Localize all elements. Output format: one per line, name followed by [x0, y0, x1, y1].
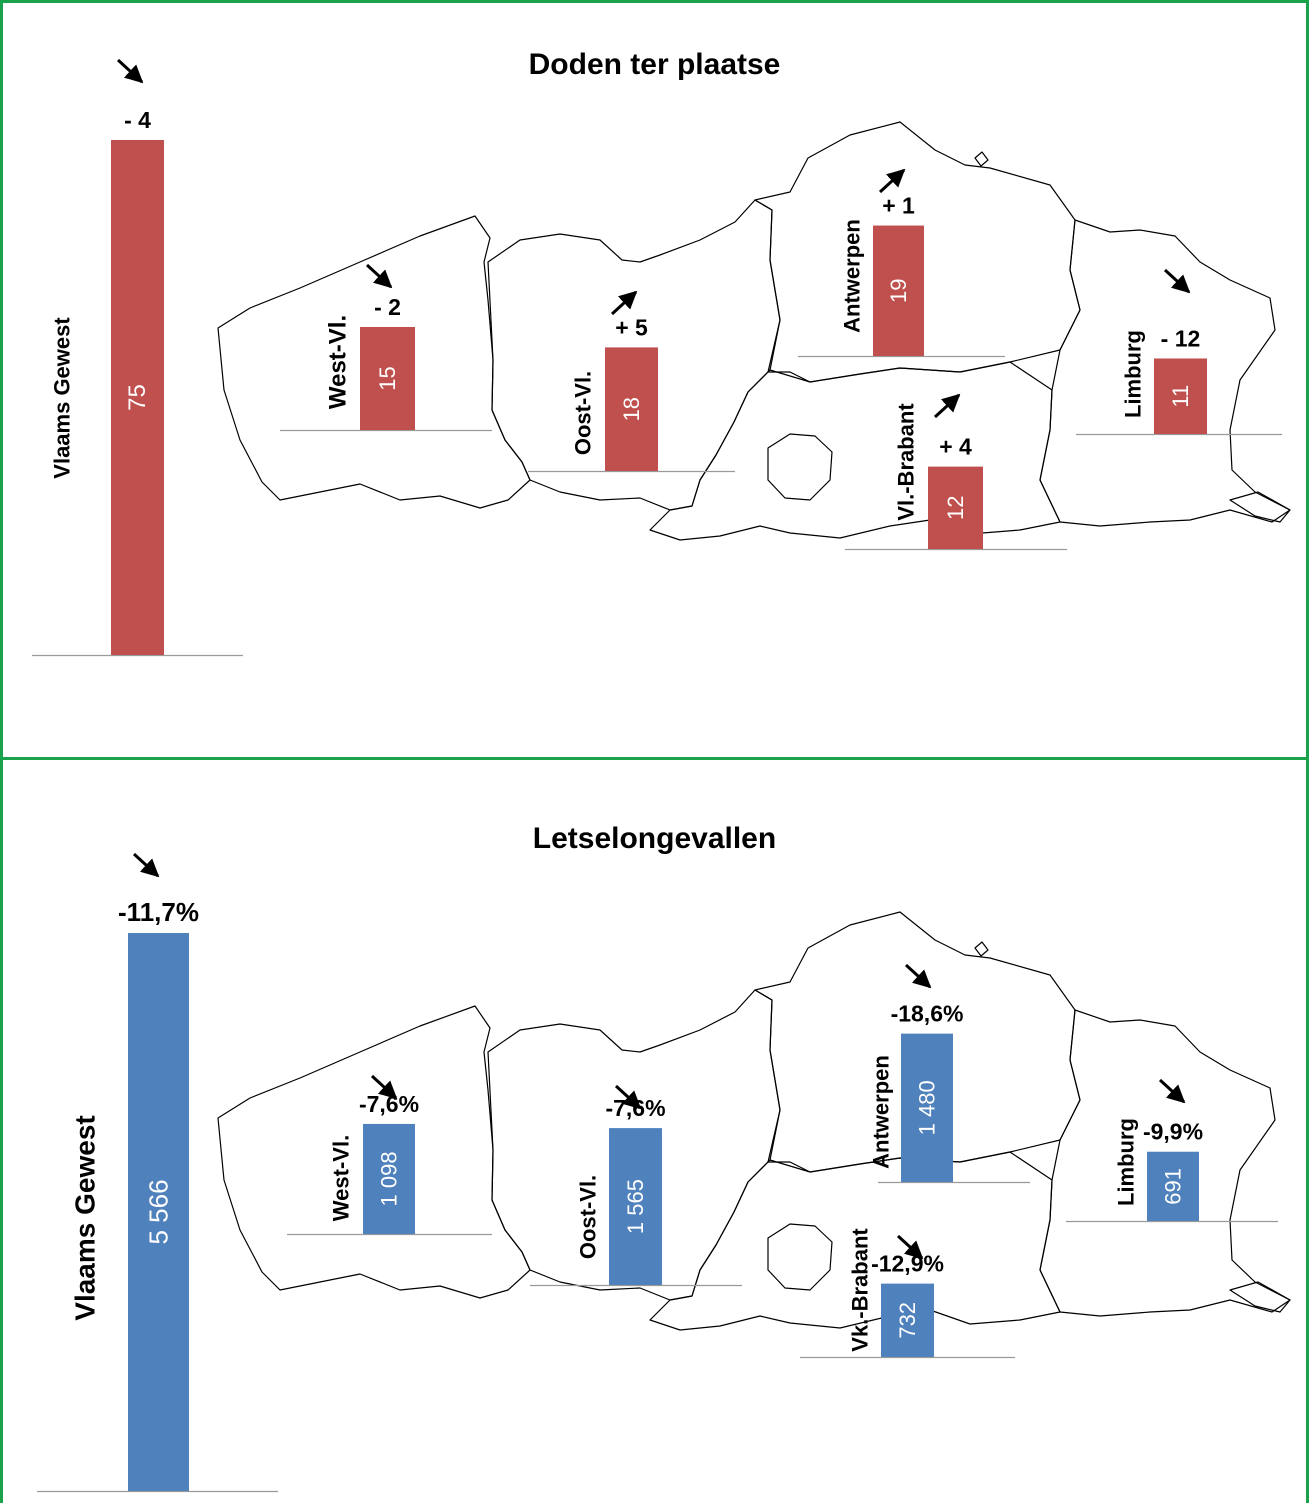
arrow-down-icon [1163, 268, 1191, 294]
bar-value-label: 691 [1161, 1168, 1186, 1205]
change-label: - 2 [374, 294, 401, 320]
arrow-down-icon [614, 1084, 642, 1110]
change-label: + 5 [615, 314, 648, 340]
change-label: - 12 [1161, 325, 1201, 351]
arrow-down-icon [370, 1074, 398, 1100]
change-label: + 4 [939, 434, 972, 460]
change-label: -7,6% [359, 1091, 419, 1117]
category-label: Vl.-Brabant [894, 403, 919, 521]
change-label: + 1 [882, 193, 915, 219]
bar-0-2 [605, 347, 658, 471]
bar-value-label: 75 [124, 384, 151, 411]
bar-0-0 [111, 140, 164, 655]
chart-title-doden: Doden ter plaatse [528, 48, 781, 81]
bar-1-3 [901, 1033, 953, 1182]
change-label: -12,9% [871, 1251, 944, 1277]
arrow-down-icon [896, 1234, 924, 1260]
bar-value-label: 11 [1168, 385, 1193, 408]
category-label: Limburg [1121, 330, 1146, 418]
bar-value-label: 1 098 [377, 1151, 402, 1206]
bar-1-4 [881, 1283, 934, 1357]
bar-value-label: 732 [895, 1302, 920, 1339]
change-label: - 4 [124, 107, 151, 133]
arrow-up-icon [878, 168, 906, 194]
change-label: -9,9% [1143, 1119, 1203, 1145]
category-label: Vk.-Brabant [848, 1228, 873, 1352]
category-label: Oost-Vl. [571, 371, 596, 455]
bar-value-label: 1 565 [623, 1179, 648, 1234]
category-label: Vlaams Gewest [70, 1115, 101, 1320]
bar-value-label: 5 566 [144, 1179, 174, 1244]
arrow-down-icon [904, 963, 932, 989]
bar-1-5 [1147, 1151, 1199, 1221]
bar-value-label: 15 [375, 366, 400, 390]
category-label: West-Vl. [329, 1135, 354, 1221]
arrow-down-icon [1158, 1078, 1186, 1104]
bar-value-label: 19 [886, 279, 911, 303]
category-label: Limburg [1114, 1118, 1139, 1206]
bar-value-label: 18 [619, 397, 644, 421]
arrow-up-icon [933, 393, 961, 419]
change-label: -11,7% [118, 897, 199, 927]
category-label: Antwerpen [840, 219, 865, 333]
arrow-up-icon [610, 290, 638, 316]
category-label: Antwerpen [869, 1055, 894, 1169]
category-label: Oost-Vl. [576, 1175, 601, 1259]
bar-1-1 [363, 1123, 415, 1234]
bar-0-4 [928, 466, 983, 549]
arrow-down-icon [365, 263, 393, 289]
category-label: Vlaams Gewest [50, 317, 75, 479]
change-label: -18,6% [891, 1001, 964, 1027]
bar-1-0 [128, 933, 189, 1491]
arrow-down-icon [132, 852, 160, 878]
bar-value-label: 1 480 [915, 1080, 940, 1135]
bar-0-1 [360, 327, 415, 430]
change-label: -7,6% [605, 1095, 665, 1121]
bar-value-label: 12 [943, 496, 968, 520]
bar-0-3 [873, 225, 924, 356]
bar-1-2 [609, 1128, 662, 1285]
arrow-down-icon [116, 58, 144, 84]
category-label: West-Vl. [325, 315, 352, 409]
chart-title-letsel: Letselongevallen [532, 822, 777, 855]
bar-0-5 [1154, 358, 1207, 434]
